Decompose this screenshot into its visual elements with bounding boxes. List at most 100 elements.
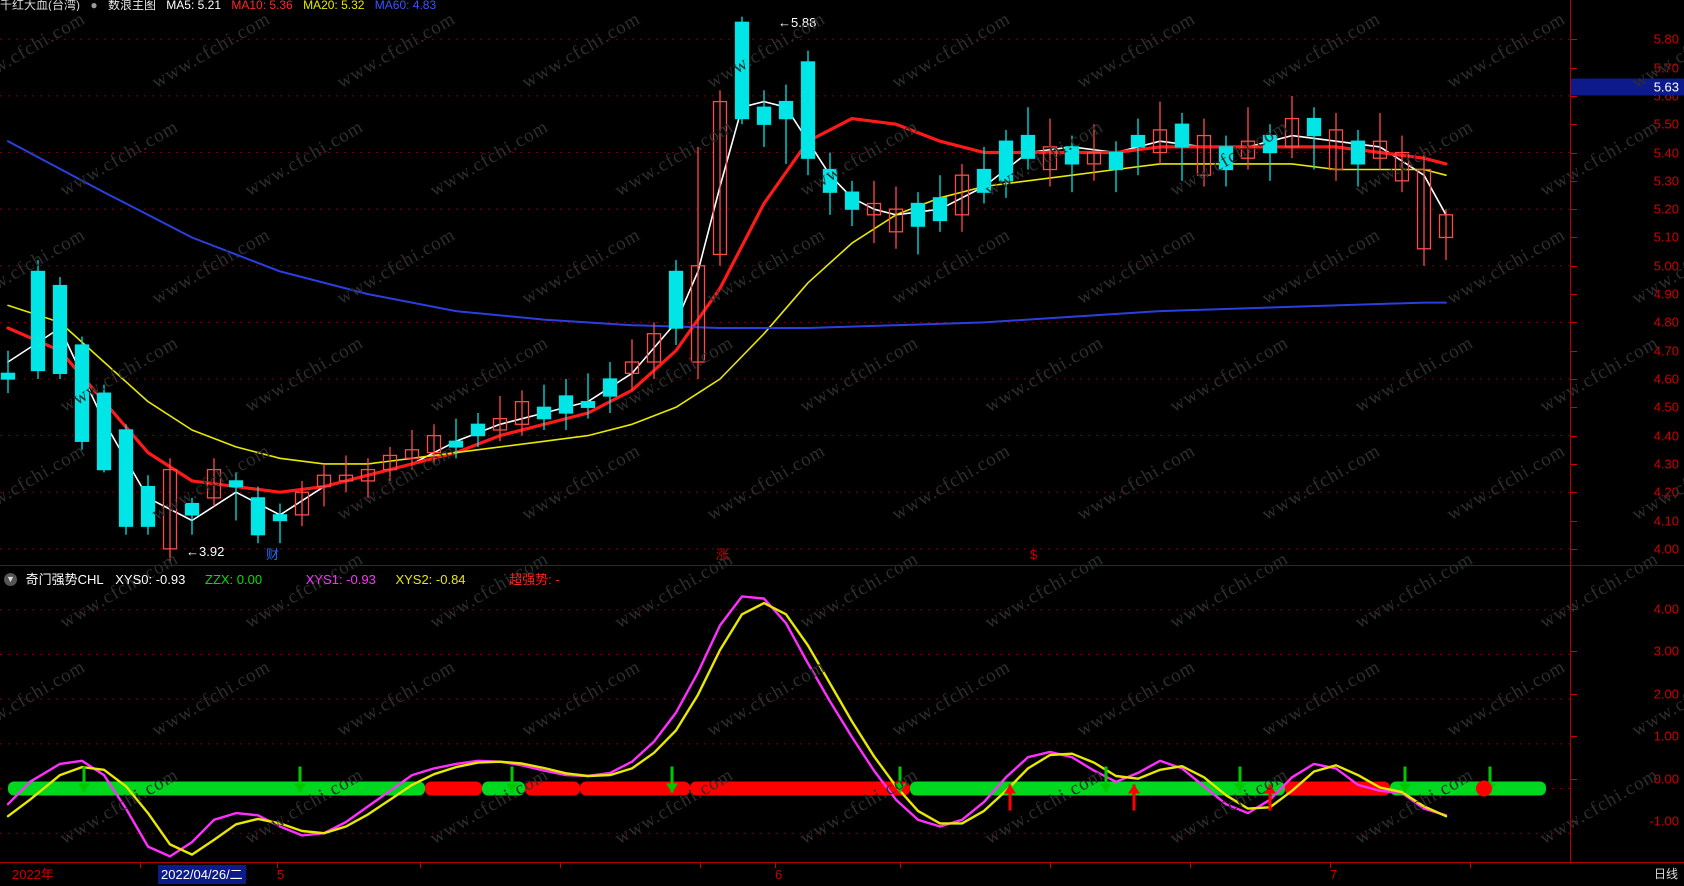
- candlestick[interactable]: [690, 146, 706, 379]
- candlestick[interactable]: [1130, 118, 1146, 176]
- candlestick[interactable]: [492, 395, 508, 442]
- candlestick[interactable]: [228, 472, 244, 521]
- candlestick[interactable]: [1240, 107, 1256, 170]
- candlestick[interactable]: [448, 418, 464, 459]
- candlestick[interactable]: [1438, 209, 1454, 261]
- chart-topbar: 千红大血(台湾) ● 数浪主图 MA5: 5.21 MA10: 5.36 MA2…: [0, 0, 1684, 11]
- candle-body: [1196, 134, 1212, 176]
- candlestick[interactable]: [514, 390, 530, 436]
- indicator-tick-mark: [1571, 608, 1577, 610]
- candle-body: [800, 61, 816, 159]
- buy-arrow-up-icon: [1128, 784, 1140, 811]
- candlestick[interactable]: [1108, 141, 1124, 193]
- candlestick[interactable]: [1372, 112, 1388, 170]
- candlestick[interactable]: [294, 480, 310, 527]
- candle-body: [1350, 140, 1366, 165]
- candlestick[interactable]: [1350, 129, 1366, 187]
- candlestick[interactable]: [580, 373, 596, 419]
- period-label[interactable]: 日线: [1653, 867, 1678, 881]
- candle-body: [1284, 117, 1300, 148]
- candlestick[interactable]: [382, 446, 398, 481]
- indicator-tick-label: 4.00: [1653, 601, 1679, 617]
- candlestick[interactable]: [1262, 124, 1278, 181]
- price-tick-label: 4.70: [1653, 343, 1679, 359]
- candlestick[interactable]: [602, 362, 618, 413]
- candlestick[interactable]: [1394, 135, 1410, 193]
- candlestick[interactable]: [184, 497, 200, 535]
- symbol-name[interactable]: 千红大血(台湾): [0, 0, 80, 11]
- candlestick[interactable]: [558, 379, 574, 430]
- candlestick[interactable]: [140, 475, 156, 535]
- date-axis: 2022年 2022/04/26/二 5 6 7 日线: [0, 862, 1684, 886]
- date-tick: [1330, 863, 1331, 868]
- candlestick[interactable]: [360, 458, 376, 498]
- candlestick[interactable]: [910, 192, 926, 255]
- candle-body: [1086, 151, 1102, 165]
- candlestick[interactable]: [866, 180, 882, 244]
- candlestick[interactable]: [624, 339, 640, 391]
- candlestick[interactable]: [0, 350, 16, 394]
- candlestick[interactable]: [734, 16, 750, 125]
- candlestick[interactable]: [1064, 135, 1080, 193]
- candlestick[interactable]: [778, 84, 794, 164]
- candlestick[interactable]: [118, 424, 134, 535]
- candle-body: [624, 361, 640, 374]
- price-tick-mark: [1571, 322, 1577, 324]
- candlestick[interactable]: [96, 384, 112, 473]
- candlestick[interactable]: [712, 90, 728, 266]
- candlestick[interactable]: [668, 260, 684, 346]
- candlestick[interactable]: [316, 463, 332, 507]
- candlestick[interactable]: [52, 277, 68, 379]
- candlestick[interactable]: [536, 384, 552, 430]
- chevron-down-icon[interactable]: ▼: [4, 573, 17, 587]
- candlestick[interactable]: [1174, 112, 1190, 181]
- candlestick[interactable]: [932, 175, 948, 232]
- candle-body: [734, 21, 750, 120]
- price-tick-mark: [1571, 407, 1577, 409]
- candlestick[interactable]: [646, 322, 662, 379]
- candlestick[interactable]: [272, 503, 288, 544]
- candlestick[interactable]: [206, 458, 222, 507]
- candlestick[interactable]: [800, 50, 816, 176]
- candlestick[interactable]: [404, 429, 420, 470]
- candlestick[interactable]: [822, 152, 838, 215]
- candlestick[interactable]: [30, 260, 46, 379]
- candlestick[interactable]: [426, 424, 442, 464]
- sell-arrow-down-icon: [1399, 766, 1411, 793]
- candlestick[interactable]: [162, 458, 178, 563]
- candlestick[interactable]: [1042, 118, 1058, 187]
- indicator-chart-pane[interactable]: [0, 583, 1570, 860]
- sell-arrow-down-icon: [1100, 766, 1112, 793]
- candlestick[interactable]: [338, 455, 354, 493]
- candle-body: [690, 265, 706, 363]
- candlestick[interactable]: [470, 412, 486, 447]
- candlestick[interactable]: [250, 486, 266, 544]
- candlestick[interactable]: [1086, 124, 1102, 181]
- date-tick: [700, 863, 701, 868]
- selected-date-label[interactable]: 2022/04/26/二: [158, 865, 246, 884]
- candlestick[interactable]: [1416, 152, 1432, 266]
- candlestick[interactable]: [954, 163, 970, 232]
- candle-body: [1262, 134, 1278, 154]
- date-year-label: 2022年: [12, 867, 54, 882]
- candlestick[interactable]: [1152, 101, 1168, 164]
- candlestick[interactable]: [1196, 118, 1212, 187]
- candlestick[interactable]: [756, 90, 772, 147]
- candlestick[interactable]: [844, 180, 860, 227]
- candlestick[interactable]: [1328, 112, 1344, 181]
- candle-body: [316, 474, 332, 488]
- indicator-xys0: XYS0: -0.93: [115, 571, 186, 587]
- arrow-head: [294, 783, 306, 793]
- indicator-axis: 4.00 3.00 2.00 1.00 0.00 -1.00: [1570, 570, 1684, 860]
- candlestick[interactable]: [998, 129, 1014, 198]
- candlestick[interactable]: [1218, 135, 1234, 187]
- candlestick[interactable]: [888, 186, 904, 249]
- candlestick[interactable]: [1020, 107, 1036, 170]
- candlestick[interactable]: [1284, 95, 1300, 159]
- candlestick[interactable]: [74, 336, 90, 450]
- price-chart-pane[interactable]: ←5.88 ←3.92 财 涨 $: [0, 11, 1570, 563]
- candlestick[interactable]: [976, 146, 992, 204]
- candlestick[interactable]: [1306, 107, 1322, 170]
- sell-arrow-down-icon: [894, 766, 906, 793]
